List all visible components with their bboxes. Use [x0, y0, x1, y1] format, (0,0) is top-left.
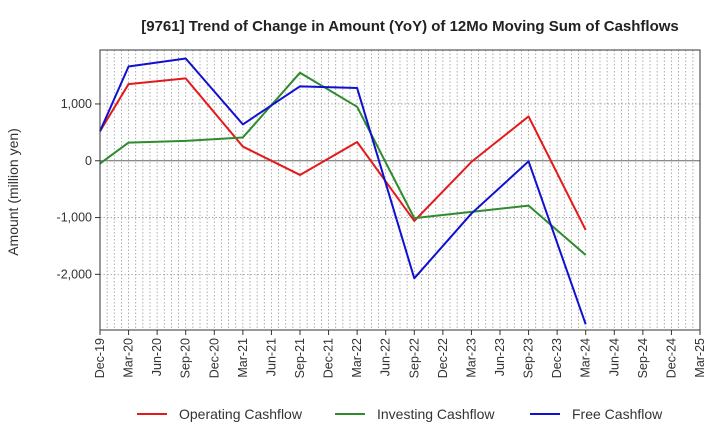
series-lines: [99, 57, 587, 325]
x-tick-label: Sep-24: [636, 338, 650, 378]
x-tick-label: Jun-20: [150, 338, 164, 376]
y-tick-label: 0: [85, 154, 92, 168]
series-line-operating-cashflow: [99, 77, 587, 231]
series-line-investing-cashflow: [99, 71, 587, 256]
gridlines: [100, 50, 700, 330]
x-tick-label: Dec-22: [436, 338, 450, 378]
chart-title: [9761] Trend of Change in Amount (YoY) o…: [141, 18, 679, 35]
x-tick-label: Mar-25: [693, 338, 707, 378]
y-tick-label: -1,000: [57, 211, 92, 225]
x-tick-label: Jun-21: [264, 338, 278, 376]
x-tick-label: Sep-21: [293, 338, 307, 378]
x-tick-label: Dec-21: [322, 338, 336, 378]
legend-label: Investing Cashflow: [377, 406, 495, 422]
y-tick-label: -2,000: [57, 267, 92, 281]
x-tick-label: Mar-23: [464, 338, 478, 378]
x-tick-label: Jun-23: [493, 338, 507, 376]
x-tick-label: Mar-24: [579, 338, 593, 378]
x-tick-label: Jun-22: [379, 338, 393, 376]
x-tick-label: Jun-24: [607, 338, 621, 376]
x-tick-label: Sep-20: [179, 338, 193, 378]
series-line-free-cashflow: [99, 57, 587, 325]
y-tick-label: 1,000: [61, 97, 92, 111]
legend-label: Operating Cashflow: [179, 406, 303, 422]
x-tick-label: Sep-23: [522, 338, 536, 378]
plot-area-frame: [99, 49, 701, 331]
x-tick-label: Dec-20: [207, 338, 221, 378]
y-tick-labels: 1,000 0 -1,000 -2,000: [57, 97, 100, 281]
legend-label: Free Cashflow: [572, 406, 663, 422]
x-tick-label: Dec-24: [664, 338, 678, 378]
x-tick-label: Sep-22: [407, 338, 421, 378]
x-tick-label: Mar-20: [122, 338, 136, 378]
y-axis-label: Amount (million yen): [5, 128, 21, 256]
x-tick-label: Dec-19: [93, 338, 107, 378]
legend: Operating Cashflow Investing Cashflow Free…: [137, 406, 663, 422]
x-tick-label: Dec-23: [550, 338, 564, 378]
x-tick-label: Mar-21: [236, 338, 250, 378]
x-tick-labels: Dec-19 Mar-20 Jun-20 Sep-20 Dec-20 Mar-21 Jun-…: [93, 330, 707, 378]
x-tick-label: Mar-22: [350, 338, 364, 378]
